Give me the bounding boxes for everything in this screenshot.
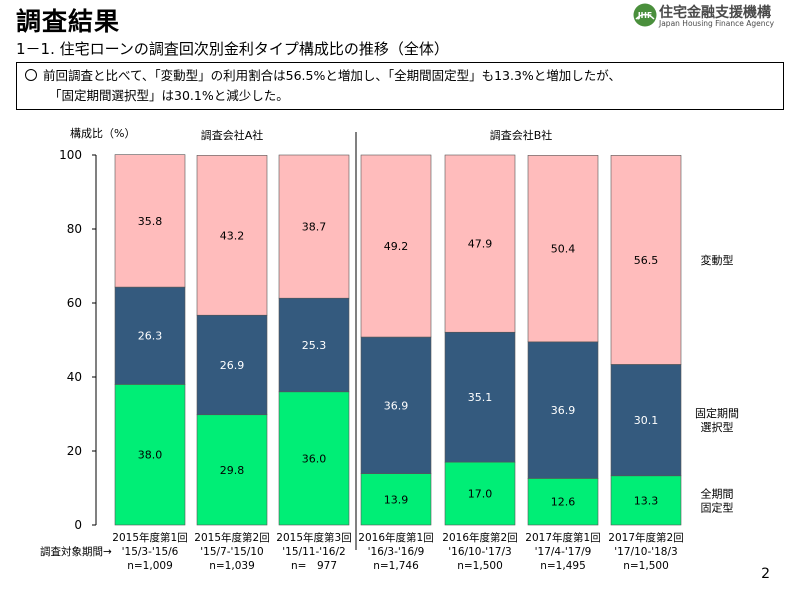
data-label: 35.1 (468, 391, 493, 404)
data-label: 36.0 (302, 452, 327, 465)
x-axis-prefix-label: 調査対象期間→ (40, 545, 112, 558)
bar-segment (360, 473, 432, 526)
bar-segment (114, 154, 186, 288)
x-tick-label: 2016年度第2回 (442, 531, 517, 544)
data-label: 36.9 (551, 404, 576, 417)
y-tick-label: 40 (67, 370, 82, 384)
x-tick-label: '17/4-'17/9 (535, 546, 592, 558)
circle-bullet-icon (25, 69, 37, 81)
x-tick-label: 2017年度第1回 (525, 531, 600, 544)
summary-text-1: 前回調査と比べて、「変動型」の利用割合は56.5%と増加し、「全期間固定型」も1… (43, 68, 622, 83)
page-number: 2 (761, 566, 770, 582)
bar-segment (444, 331, 516, 463)
data-label: 56.5 (634, 254, 659, 267)
x-tick-label: '15/3-'15/6 (122, 546, 179, 558)
y-tick-label: 0 (74, 518, 82, 532)
legend-label: 全期間 (701, 486, 734, 500)
legend-label: 固定型 (701, 500, 734, 514)
x-tick-label: '15/11-'16/2 (282, 546, 345, 558)
data-label: 47.9 (468, 238, 493, 251)
bar-segment (527, 478, 599, 526)
x-tick-label: 2016年度第1回 (358, 531, 433, 544)
data-label: 13.3 (634, 494, 659, 507)
summary-box: 前回調査と比べて、「変動型」の利用割合は56.5%と増加し、「全期間固定型」も1… (16, 62, 784, 110)
legend-label: 選択型 (701, 420, 734, 434)
data-label: 26.3 (138, 330, 163, 343)
data-label: 30.1 (634, 414, 659, 427)
bar-segment (444, 461, 516, 526)
logo-mark-text: JHF (637, 11, 652, 20)
jhf-logo-icon: JHF (633, 3, 657, 27)
data-label: 35.8 (138, 215, 163, 228)
organization-logo: JHF 住宅金融支援機構 Japan Housing Finance Agenc… (633, 2, 799, 28)
data-label: 50.4 (551, 243, 576, 256)
data-label: 17.0 (468, 488, 493, 501)
y-tick-label: 20 (67, 444, 82, 458)
summary-line-1: 前回調査と比べて、「変動型」の利用割合は56.5%と増加し、「全期間固定型」も1… (25, 66, 783, 86)
organization-name: 住宅金融支援機構 (659, 5, 771, 21)
bar-segment (527, 341, 599, 479)
data-label: 13.9 (384, 493, 409, 506)
x-tick-label: n= 977 (291, 560, 337, 572)
page-title: 調査結果 (16, 7, 121, 36)
data-label: 38.7 (302, 221, 327, 234)
x-tick-label: '16/10-'17/3 (448, 546, 511, 558)
bar-segment (196, 155, 268, 316)
x-tick-label: n=1,500 (623, 560, 669, 572)
y-tick-label: 60 (67, 296, 82, 310)
x-tick-label: n=1,039 (209, 560, 255, 572)
data-label: 49.2 (384, 240, 409, 253)
y-tick-label: 80 (67, 222, 82, 236)
bar-segment (527, 155, 599, 343)
x-tick-label: 2017年度第2回 (608, 531, 683, 544)
bar-segment (444, 154, 516, 333)
bar-segment (610, 475, 682, 526)
bar-segment (360, 336, 432, 474)
bar-segment (610, 155, 682, 365)
data-label: 26.9 (220, 359, 245, 372)
data-label: 29.8 (220, 464, 245, 477)
x-tick-label: 2015年度第3回 (276, 531, 351, 544)
legend-label: 変動型 (701, 253, 734, 267)
data-label: 12.6 (551, 496, 576, 509)
data-label: 25.3 (302, 339, 327, 352)
bar-segment (196, 414, 268, 526)
y-tick-label: 100 (59, 148, 82, 162)
x-tick-label: '17/10-'18/3 (614, 546, 677, 558)
summary-line-2: 「固定期間選択型」は30.1%と減少した。 (49, 88, 289, 103)
bar-segment (360, 154, 432, 338)
bar-segment (278, 297, 350, 393)
organization-name-en: Japan Housing Finance Agency (659, 19, 775, 28)
bar-segment (610, 364, 682, 477)
x-tick-label: '15/7-'15/10 (200, 546, 263, 558)
group-label: 調査会社B社 (490, 128, 553, 142)
x-tick-label: '16/3-'16/9 (368, 546, 425, 558)
y-axis-label: 構成比（%） (70, 127, 135, 140)
data-label: 36.9 (384, 399, 409, 412)
bar-segment (278, 154, 350, 299)
legend-label: 固定期間 (695, 406, 739, 420)
x-tick-label: n=1,746 (373, 560, 419, 572)
page-subtitle: 1－1. 住宅ローンの調査回次別金利タイプ構成比の推移（全体） (16, 40, 449, 58)
x-tick-label: 2015年度第2回 (194, 531, 269, 544)
bar-segment (114, 286, 186, 385)
data-label: 43.2 (220, 229, 245, 242)
bar-segment (278, 391, 350, 526)
x-tick-label: n=1,500 (457, 560, 503, 572)
bar-segment (114, 384, 186, 526)
group-label: 調査会社A社 (201, 128, 264, 142)
x-tick-label: n=1,495 (540, 560, 586, 572)
x-tick-label: n=1,009 (127, 560, 173, 572)
x-tick-label: 2015年度第1回 (112, 531, 187, 544)
data-label: 38.0 (138, 449, 163, 462)
